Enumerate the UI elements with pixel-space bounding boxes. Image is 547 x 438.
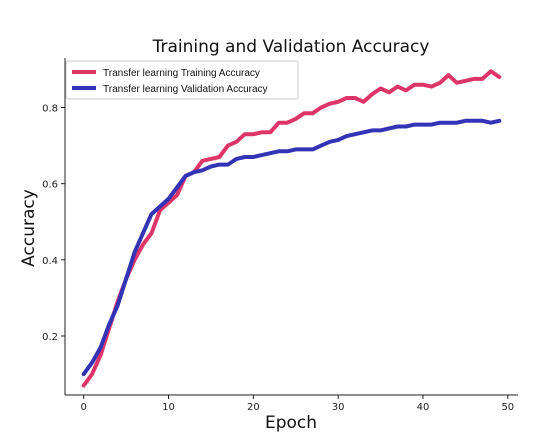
x-axis-label: Epoch	[265, 413, 317, 433]
plot-area: 0 10 20 30 40 50 0.2 0.4 0.6 0.8	[42, 58, 518, 413]
validation-accuracy-line	[81, 118, 502, 377]
legend-label-training: Transfer learning Training Accuracy	[103, 68, 260, 79]
x-tick-label: 20	[247, 402, 260, 413]
y-tick-label: 0.8	[42, 104, 58, 115]
x-tick-label: 10	[162, 402, 175, 413]
legend-box	[65, 60, 299, 100]
legend: Transfer learning Training Accuracy Tran…	[65, 60, 299, 100]
x-axis-ticks: 0 10 20 30 40 50	[80, 395, 514, 413]
series-lines	[81, 69, 502, 388]
y-axis-label: Accuracy	[19, 189, 39, 267]
y-tick-label: 0.6	[42, 180, 58, 191]
chart-title: Training and Validation Accuracy	[152, 37, 430, 57]
x-tick-label: 30	[332, 402, 345, 413]
y-tick-label: 0.2	[42, 332, 58, 343]
x-tick-label: 0	[80, 402, 86, 413]
x-tick-label: 50	[501, 402, 514, 413]
training-accuracy-line	[81, 69, 502, 388]
x-tick-label: 40	[417, 402, 430, 413]
legend-label-validation: Transfer learning Validation Accuracy	[103, 84, 268, 95]
y-tick-label: 0.4	[42, 256, 58, 267]
y-axis-ticks: 0.2 0.4 0.6 0.8	[42, 104, 65, 343]
